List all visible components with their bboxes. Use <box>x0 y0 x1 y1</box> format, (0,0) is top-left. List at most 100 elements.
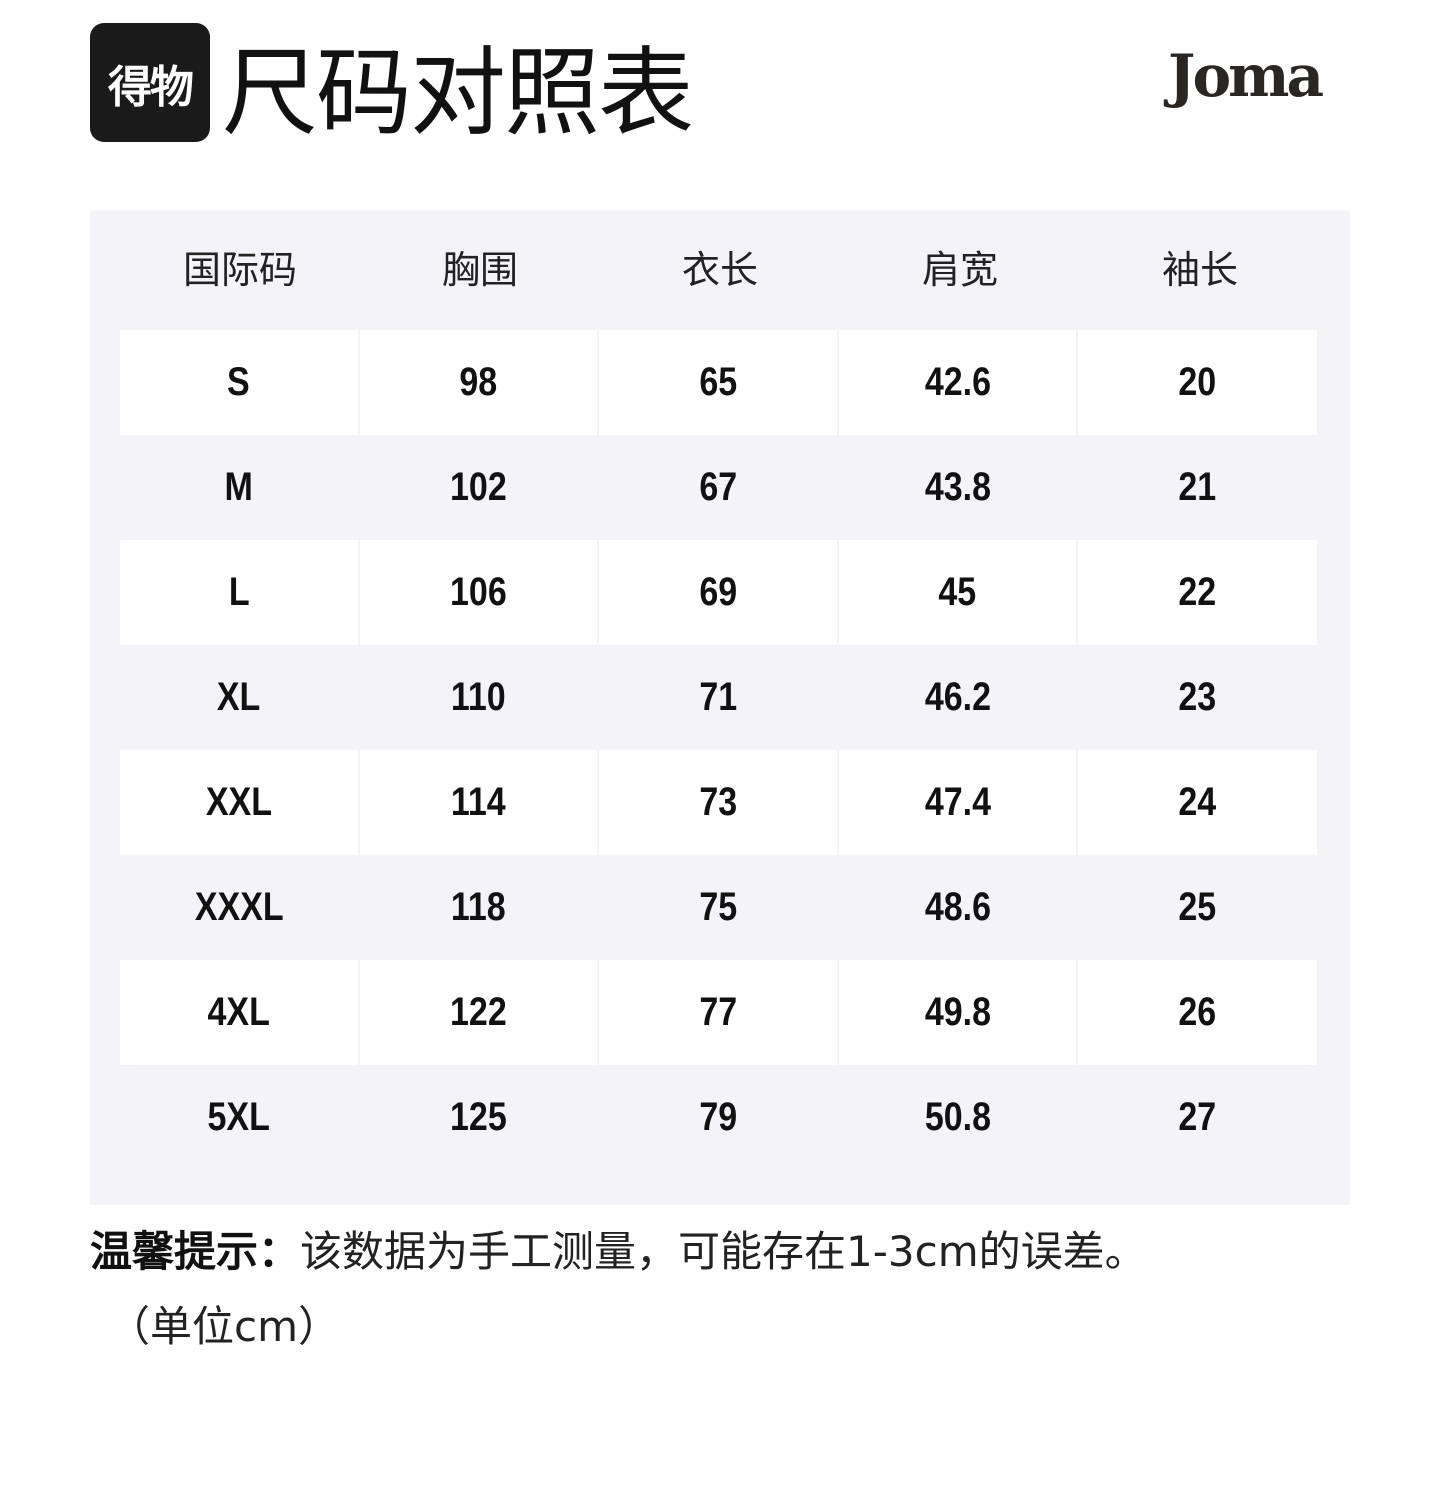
table-cell: 67 <box>599 435 837 540</box>
page-title: 尺码对照表 <box>222 37 694 149</box>
column-header: 国际码 <box>182 248 297 292</box>
cell-value: 27 <box>1178 1095 1217 1139</box>
table-cell: 45 <box>838 540 1077 645</box>
cell-value: 73 <box>699 780 737 824</box>
cell-value: L <box>228 570 250 614</box>
table-cell: 65 <box>599 330 837 435</box>
table-cell: 79 <box>599 1065 837 1170</box>
cell-value: 49.8 <box>924 990 991 1034</box>
table-cell: 4XL <box>120 960 358 1065</box>
table-cell: 27 <box>1078 1065 1317 1170</box>
cell-value: 106 <box>450 570 507 614</box>
table-row: M 102 67 43.8 21 <box>120 435 1317 540</box>
table-cell: 48.6 <box>839 855 1077 960</box>
cell-value: 69 <box>699 570 737 614</box>
brand-logo: Joma <box>1168 42 1324 110</box>
cell-value: 26 <box>1178 990 1217 1034</box>
column-header: 肩宽 <box>921 248 998 292</box>
cell-value: 23 <box>1178 675 1217 719</box>
table-cell: 98 <box>359 330 598 435</box>
table-row: L 106 69 45 22 <box>120 540 1317 645</box>
table-cell: 122 <box>359 960 598 1065</box>
dewu-logo: 得物 <box>90 23 210 142</box>
cell-value: 79 <box>699 1095 737 1139</box>
table-cell: 75 <box>599 855 837 960</box>
table-cell: XXXL <box>120 855 358 960</box>
cell-value: 122 <box>450 990 507 1034</box>
table-cell: 110 <box>360 645 598 750</box>
table-cell: 46.2 <box>839 645 1077 750</box>
table-cell: 22 <box>1078 540 1317 645</box>
cell-value: XL <box>217 675 261 719</box>
cell-value: 98 <box>459 360 498 404</box>
size-table: 国际码 胸围 衣长 肩宽 袖长 S 98 65 42.6 20 M 102 67 43.8 21 L 106 6… <box>90 210 1350 1205</box>
cell-value: 47.4 <box>924 780 991 824</box>
column-header: 袖长 <box>1161 248 1238 292</box>
cell-value: 4XL <box>207 990 270 1034</box>
table-cell: 43.8 <box>839 435 1077 540</box>
table-cell: 114 <box>359 750 598 855</box>
table-row: S 98 65 42.6 20 <box>120 330 1317 435</box>
table-cell: 50.8 <box>839 1065 1077 1170</box>
table-row: XXL 114 73 47.4 24 <box>120 750 1317 855</box>
table-row: 4XL 122 77 49.8 26 <box>120 960 1317 1065</box>
table-cell: 77 <box>599 960 837 1065</box>
column-header: 胸围 <box>441 248 518 292</box>
cell-value: 42.6 <box>924 360 991 404</box>
cell-value: 118 <box>450 885 506 929</box>
cell-value: 21 <box>1178 465 1217 509</box>
cell-value: 25 <box>1178 885 1217 929</box>
cell-value: 77 <box>699 990 737 1034</box>
table-cell: 26 <box>1078 960 1317 1065</box>
table-cell: XL <box>120 645 358 750</box>
cell-value: 48.6 <box>924 885 991 929</box>
cell-value: 20 <box>1178 360 1217 404</box>
cell-value: S <box>227 360 251 404</box>
cell-value: 46.2 <box>924 675 991 719</box>
cell-value: 110 <box>450 675 506 719</box>
cell-value: XXL <box>205 780 272 824</box>
table-cell: 21 <box>1078 435 1317 540</box>
table-cell: M <box>120 435 358 540</box>
cell-value: 22 <box>1178 570 1217 614</box>
table-cell: XXL <box>120 750 358 855</box>
table-cell: 42.6 <box>838 330 1077 435</box>
table-cell: 102 <box>360 435 598 540</box>
table-row: 5XL 125 79 50.8 27 <box>120 1065 1317 1170</box>
table-cell: 49.8 <box>838 960 1077 1065</box>
cell-value: 75 <box>699 885 737 929</box>
tip-text: 该数据为手工测量，可能存在1-3cm的误差。 <box>300 1227 1147 1276</box>
table-cell: 47.4 <box>838 750 1077 855</box>
cell-value: 65 <box>699 360 737 404</box>
table-cell: 118 <box>360 855 598 960</box>
cell-value: 45 <box>938 570 977 614</box>
cell-value: 50.8 <box>924 1095 991 1139</box>
table-cell: 20 <box>1078 330 1317 435</box>
table-cell: 23 <box>1078 645 1317 750</box>
unit-note: （单位cm） <box>108 1302 341 1351</box>
tip-note: 温馨提示：该数据为手工测量，可能存在1-3cm的误差。 <box>90 1222 1147 1282</box>
table-cell: L <box>120 540 358 645</box>
column-header: 衣长 <box>681 248 758 292</box>
table-cell: 5XL <box>120 1065 358 1170</box>
cell-value: 102 <box>450 465 507 509</box>
table-header: 国际码 胸围 衣长 肩宽 袖长 <box>120 240 1320 300</box>
cell-value: M <box>224 465 253 509</box>
tip-label: 温馨提示： <box>90 1227 301 1276</box>
table-cell: 25 <box>1078 855 1317 960</box>
cell-value: 71 <box>699 675 737 719</box>
table-cell: 69 <box>599 540 837 645</box>
table-row: XL 110 71 46.2 23 <box>120 645 1317 750</box>
cell-value: 125 <box>450 1095 507 1139</box>
cell-value: 67 <box>699 465 737 509</box>
cell-value: 5XL <box>207 1095 270 1139</box>
table-row: XXXL 118 75 48.6 25 <box>120 855 1317 960</box>
cell-value: 114 <box>450 780 506 824</box>
table-cell: 73 <box>599 750 837 855</box>
cell-value: 43.8 <box>924 465 991 509</box>
table-cell: 106 <box>359 540 598 645</box>
cell-value: 24 <box>1178 780 1217 824</box>
table-cell: 71 <box>599 645 837 750</box>
table-cell: 125 <box>360 1065 598 1170</box>
table-body: S 98 65 42.6 20 M 102 67 43.8 21 L 106 69 45 22 XL 110 71… <box>120 330 1317 1170</box>
